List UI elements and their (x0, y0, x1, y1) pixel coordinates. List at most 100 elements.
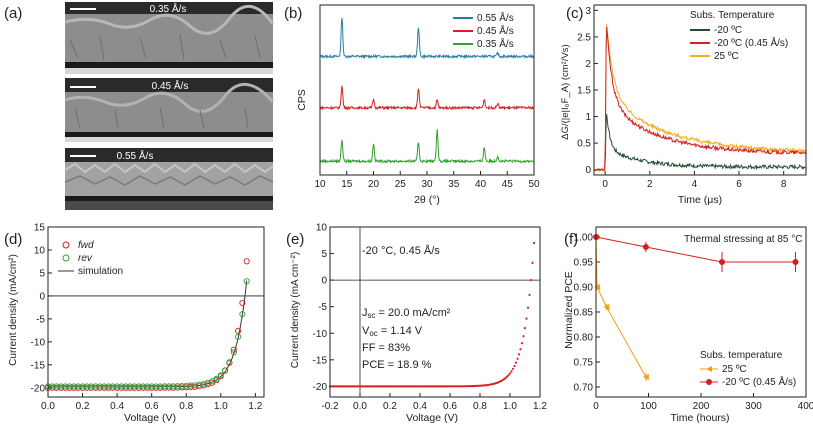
panel-d-label: (d) (4, 231, 22, 248)
panel-e-label: (e) (286, 231, 304, 248)
panel-d-xtick-label: 0.6 (145, 401, 159, 412)
panel-c-ytick-label: 0.5 (577, 139, 591, 150)
panel-e-frame (329, 226, 541, 398)
panel-c-legend: Subs. Temperature -20 ºC -20 ºC (0.45 Å/… (690, 10, 788, 62)
jv-point-rev (88, 383, 95, 390)
legend-label-c-1: -20 ºC (714, 25, 742, 36)
panel-e-ytick-label: -20 (313, 382, 328, 393)
panel-b-xtick-label: 15 (341, 179, 353, 190)
panel-f-annotation: Thermal stressing at 85 °C (684, 234, 803, 245)
jv-point-rev (239, 311, 246, 318)
panel-c-xtick-label: 4 (692, 179, 698, 190)
jv-point-rev (187, 382, 194, 389)
panel-f: (f) Normalized PCE Time (hours) 0 100 200 3… (563, 226, 813, 424)
sem-image-2-surface-texture (64, 82, 275, 113)
panel-c-ytick-label: 1 (585, 112, 591, 123)
panel-e-xtick-label: 0.8 (473, 401, 487, 412)
panel-b-series (319, 17, 534, 165)
sem-image-3-film (65, 162, 273, 196)
legend-label-c-3: 25 ºC (714, 51, 739, 62)
legend-label-0.55: 0.55 Å/s (477, 11, 514, 24)
sem-image-2-scale-bar (70, 86, 96, 88)
jv-point-rev (53, 383, 60, 390)
jv-point-rev (131, 383, 138, 390)
panel-c-xtick-label: 2 (647, 179, 653, 190)
jv-point-rev (114, 383, 121, 390)
panel-f-ytick-label: 0.95 (574, 258, 594, 269)
panel-e-ytick-label: 10 (316, 223, 328, 234)
sem-image-3-surface-texture (64, 162, 274, 174)
panel-e-xtick-label: 0.2 (383, 401, 397, 412)
jv-point-rev (79, 383, 86, 390)
panel-f-frame (595, 226, 807, 398)
jv-champion-point (522, 335, 525, 338)
sem-image-1-rate: 0.35 Å/s (150, 2, 187, 15)
legend-label-rev: rev (78, 253, 93, 264)
panel-f-ytick-label: 0.85 (574, 308, 594, 319)
sem-image-2: 0.45 Å/s (64, 78, 275, 142)
panel-c-ytick-label: 2.5 (577, 32, 591, 43)
jv-point-rev (96, 383, 103, 390)
jv-champion-point (532, 241, 536, 245)
jv-champion-point (523, 327, 527, 330)
panel-d: (d) Current density (mA/cm²) Voltage (V)… (4, 223, 265, 424)
panel-f-y-label: Normalized PCE (563, 271, 575, 349)
panel-b: (b) CPS 2θ (°) 10 15 20 25 30 35 40 45 50 0.55 Å… (284, 4, 540, 206)
jv-point-rev (105, 383, 112, 390)
panel-c-x-label: Time (μs) (678, 194, 722, 206)
panel-a: (a) 0.35 Å/s 0.45 Å/s (4, 2, 275, 210)
panel-e: (e) Current density (mA cm⁻²) Voltage (V… (286, 223, 547, 425)
panel-b-xtick-label: 45 (502, 179, 514, 190)
panel-d-ytick-label: 0 (39, 291, 45, 302)
sem-image-1-substrate (65, 68, 273, 74)
jv-champion-point (529, 279, 533, 282)
panel-f-ytick-label: 0.80 (574, 333, 594, 344)
jv-point-rev (139, 383, 147, 390)
jv-point-rev (101, 383, 108, 390)
panel-f-legend-title: Subs. temperature (700, 350, 783, 361)
xrd-series-0.35 Å/s (319, 129, 534, 165)
jv-point-rev (191, 382, 198, 389)
panel-c-series (593, 24, 807, 172)
panel-b-label: (b) (284, 5, 302, 22)
panel-e-ytick-label: -10 (313, 329, 328, 340)
jv-champion-point (507, 374, 510, 377)
sem-image-1: 0.35 Å/s (64, 2, 275, 74)
panel-c-frame (593, 4, 807, 176)
panel-b-xtick-label: 50 (528, 179, 540, 190)
metric-pce: PCE = 18.9 % (362, 359, 432, 371)
panel-d-frame (47, 226, 265, 398)
sem-image-2-interface (65, 132, 273, 137)
panel-b-xtick-label: 25 (395, 179, 407, 190)
legend-marker-f-2 (706, 379, 712, 385)
stability-point--20 ºC (0.45 Å/s) (719, 259, 725, 265)
panel-f-x-label: Time (hours) (670, 412, 729, 424)
sem-image-1-surface-texture (64, 5, 275, 35)
panel-d-xtick-label: 0.8 (179, 401, 193, 412)
jv-champion-point (520, 342, 524, 345)
sem-image-3-scale-bar (70, 155, 96, 157)
panel-c-ticks: 0 2 4 6 8 0 0.5 1 1.5 2 2.5 3 (577, 6, 787, 190)
legend-label-f-2: -20 ºC (0.45 Å/s) (722, 375, 796, 388)
legend-marker-f-1 (706, 366, 712, 372)
panel-b-legend: 0.55 Å/s 0.45 Å/s 0.35 Å/s (453, 11, 514, 50)
panel-f-xtick-label: 400 (798, 401, 813, 412)
jv-point-rev (243, 278, 250, 285)
sem-image-1-interface (65, 62, 273, 68)
panel-b-xtick-label: 40 (475, 179, 487, 190)
xrd-series-0.45 Å/s (319, 85, 534, 111)
panel-f-ytick-label: 1.00 (574, 233, 594, 244)
jv-point-rev (200, 380, 207, 388)
legend-label-f-1: 25 ºC (722, 364, 747, 375)
panel-e-x-label: Voltage (V) (406, 412, 458, 424)
metric-voc: Voc = 1.14 V (362, 325, 423, 338)
jv-champion-point (519, 348, 522, 351)
panel-b-xtick-label: 20 (368, 179, 380, 190)
sem-image-3: 0.55 Å/s (64, 148, 274, 210)
panel-c-ytick-label: 3 (585, 6, 591, 17)
jv-point-rev (235, 333, 242, 340)
jv-point-rev (66, 383, 73, 390)
legend-label-simulation: simulation (78, 266, 123, 277)
panel-f-xtick-label: 200 (693, 401, 710, 412)
jv-champion-point (505, 375, 509, 378)
